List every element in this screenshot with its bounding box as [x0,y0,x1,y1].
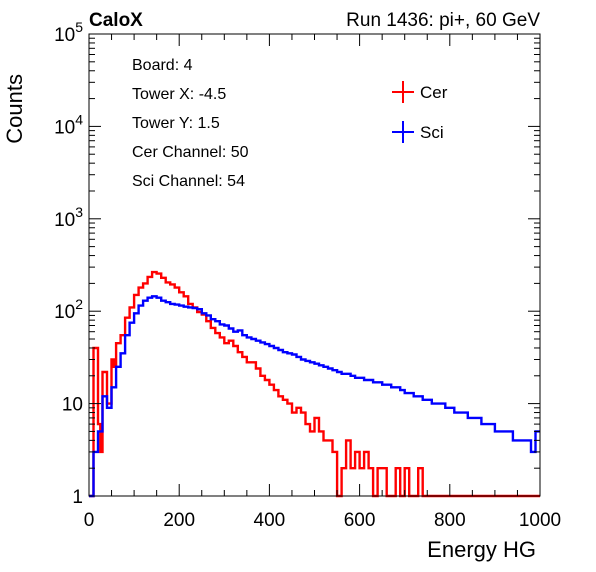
info-tower-x: Tower X: -4.5 [132,86,226,103]
x-tick-label: 0 [84,510,95,531]
x-tick-label: 400 [254,510,286,531]
run-label: Run 1436: pi+, 60 GeV [346,10,540,31]
brand-label: CaloX [89,10,143,31]
info-sci-channel: Sci Channel: 54 [132,173,245,190]
series-sci-line [89,295,540,498]
plot-frame [88,33,541,497]
x-tick-label: 1000 [519,510,561,531]
y-tick-label: 103 [54,204,83,231]
y-tick-label: 105 [54,19,83,46]
series-layer [89,270,540,498]
legend-sci-label: Sci [420,123,444,142]
y-tick-label: 10 [62,395,83,416]
y-tick-label: 102 [54,296,83,323]
info-tower-y: Tower Y: 1.5 [132,115,220,132]
legend-cer-label: Cer [420,83,448,102]
info-cer-channel: Cer Channel: 50 [132,144,249,161]
x-axis-label: Energy HG [427,537,536,562]
ticks-layer: 0 200 400 600 800 1000 1 10 102 103 104 105 [54,19,561,531]
series-cer-line [89,270,540,498]
info-box: Board: 4 Tower X: -4.5 Tower Y: 1.5 Cer … [132,57,249,190]
y-axis-label: Counts [2,74,27,144]
x-tick-label: 800 [434,510,466,531]
header: CaloX Run 1436: pi+, 60 GeV [89,10,540,31]
x-tick-label: 200 [163,510,195,531]
info-board: Board: 4 [132,57,193,74]
y-tick-label: 104 [54,111,83,138]
x-tick-label: 600 [344,510,376,531]
y-tick-label: 1 [72,487,83,508]
legend: Cer Sci [392,81,448,143]
